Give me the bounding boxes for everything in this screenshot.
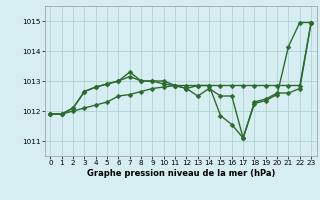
X-axis label: Graphe pression niveau de la mer (hPa): Graphe pression niveau de la mer (hPa) xyxy=(87,169,275,178)
